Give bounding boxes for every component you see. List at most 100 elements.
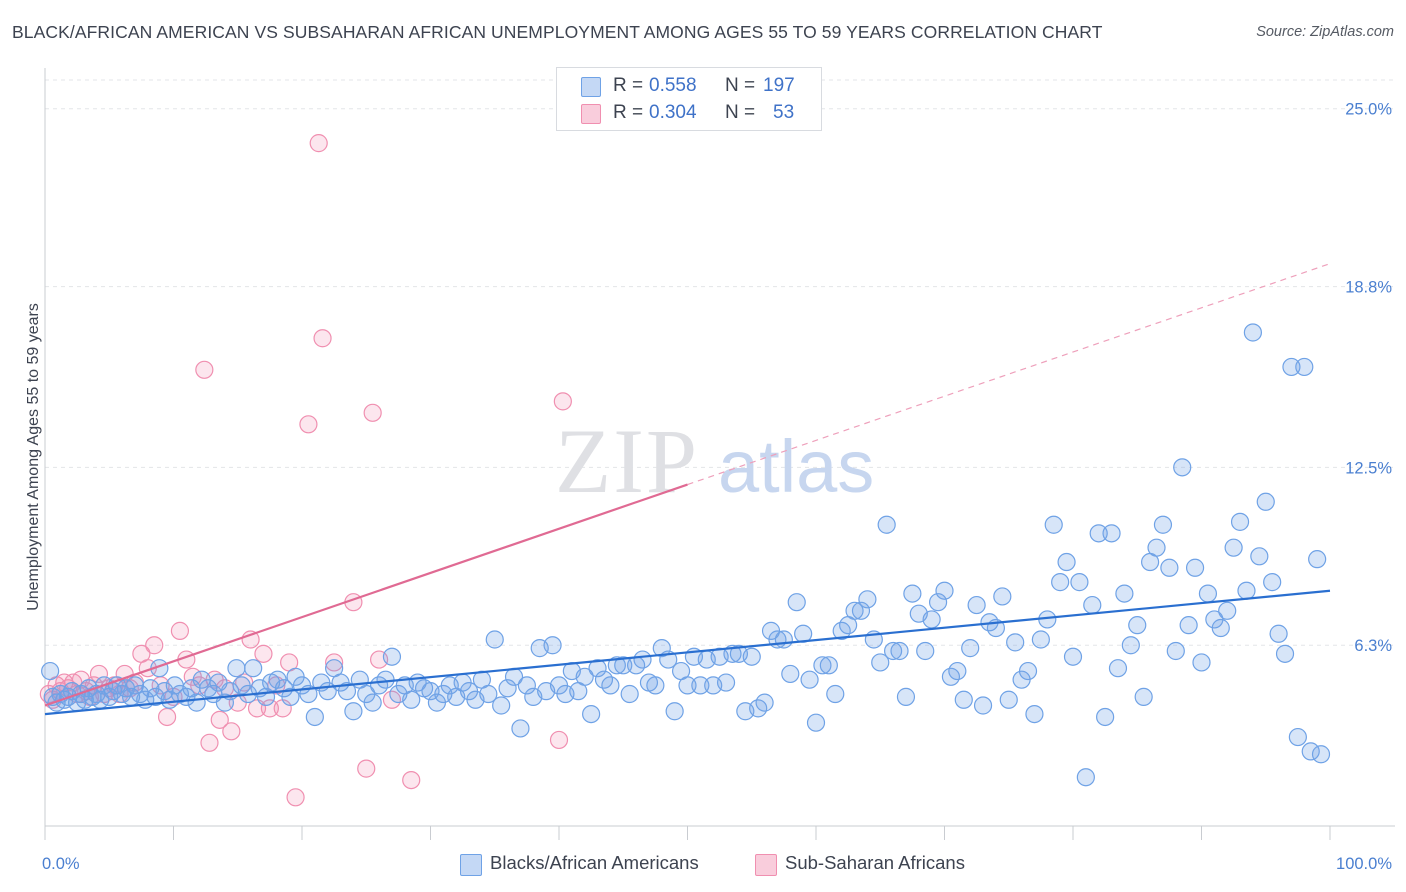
point-subsaharan xyxy=(260,699,279,718)
point-blacks xyxy=(935,581,954,600)
point-blacks xyxy=(492,696,511,715)
point-blacks xyxy=(1089,524,1108,543)
point-blacks xyxy=(774,630,793,649)
point-blacks xyxy=(281,687,300,706)
point-subsaharan xyxy=(402,770,421,790)
point-blacks xyxy=(1311,745,1331,764)
legend-n-value: 53 xyxy=(773,102,795,123)
point-blacks xyxy=(141,679,160,698)
legend-swatch-subsaharan xyxy=(581,104,601,124)
point-blacks xyxy=(1128,616,1147,635)
data-points xyxy=(39,134,1331,807)
y-tick-label: 6.3% xyxy=(1354,637,1392,655)
point-blacks xyxy=(1275,644,1295,663)
point-blacks xyxy=(1173,458,1192,477)
point-subsaharan xyxy=(299,415,318,434)
point-blacks xyxy=(858,590,877,609)
point-subsaharan xyxy=(254,644,273,663)
point-blacks xyxy=(1160,558,1179,577)
y-tick-label: 25.0% xyxy=(1345,101,1392,119)
point-blacks xyxy=(851,601,871,620)
point-blacks xyxy=(1108,659,1128,678)
point-blacks xyxy=(607,656,626,675)
point-blacks xyxy=(582,704,601,724)
legend-r-value: 0.558 xyxy=(649,75,697,96)
point-blacks xyxy=(614,656,633,675)
point-blacks xyxy=(999,690,1018,709)
point-blacks xyxy=(973,696,993,715)
point-blacks xyxy=(819,656,838,675)
point-subsaharan xyxy=(286,788,305,807)
y-tick-label: 12.5% xyxy=(1345,459,1392,477)
point-blacks xyxy=(130,684,150,704)
point-blacks xyxy=(967,595,986,615)
point-blacks xyxy=(948,661,967,681)
point-blacks xyxy=(305,707,324,727)
point-blacks xyxy=(125,676,145,695)
point-blacks xyxy=(916,641,935,661)
point-blacks xyxy=(954,690,973,709)
point-blacks xyxy=(199,679,218,698)
point-subsaharan xyxy=(325,653,344,672)
point-blacks xyxy=(928,593,948,612)
point-blacks xyxy=(1185,558,1205,577)
point-blacks xyxy=(691,676,710,695)
point-blacks xyxy=(883,641,903,661)
point-subsaharan xyxy=(200,733,219,752)
point-blacks xyxy=(41,661,60,681)
point-blacks xyxy=(1096,707,1115,727)
point-blacks xyxy=(1063,647,1083,666)
point-blacks xyxy=(787,593,806,612)
point-subsaharan xyxy=(170,621,190,640)
point-subsaharan xyxy=(145,636,164,655)
bottom-legend-label-subsaharan: Sub-Saharan Africans xyxy=(785,852,965,873)
point-blacks xyxy=(1006,633,1025,652)
legend-r-label: R = xyxy=(613,102,644,123)
legend-n-label: N = xyxy=(725,75,756,96)
point-blacks xyxy=(1263,573,1282,592)
point-blacks xyxy=(575,667,594,686)
point-blacks xyxy=(633,650,652,669)
point-blacks xyxy=(485,630,504,649)
point-blacks xyxy=(1031,630,1050,649)
point-blacks xyxy=(601,676,620,695)
point-blacks xyxy=(1218,601,1237,620)
point-subsaharan xyxy=(157,707,177,727)
point-blacks xyxy=(382,647,402,666)
point-blacks xyxy=(1301,742,1320,761)
bottom-legend-label-blacks: Blacks/African Americans xyxy=(490,852,699,873)
point-blacks xyxy=(1256,492,1275,511)
point-blacks xyxy=(890,641,909,661)
point-blacks xyxy=(1295,357,1314,377)
point-blacks xyxy=(1153,515,1173,534)
point-subsaharan xyxy=(89,664,109,684)
watermark: ZIP xyxy=(555,410,699,512)
bottom-legend-swatch-blacks xyxy=(460,854,482,876)
point-blacks xyxy=(187,693,206,712)
point-blacks xyxy=(742,647,761,666)
axis-labels: 6.3% 12.5% 18.8% 25.0% 0.0% 100.0% Unemploymen… xyxy=(25,101,1392,873)
point-blacks xyxy=(1230,512,1250,531)
point-blacks xyxy=(227,659,246,678)
point-blacks xyxy=(620,684,639,704)
point-blacks xyxy=(1018,661,1038,681)
point-blacks xyxy=(877,515,896,534)
point-blacks xyxy=(871,653,890,672)
point-blacks xyxy=(155,682,174,701)
legend-n-value: 197 xyxy=(763,75,795,96)
point-blacks xyxy=(922,610,941,629)
bottom-legend-swatch-subsaharan xyxy=(755,854,777,876)
point-blacks xyxy=(1250,547,1269,566)
point-blacks xyxy=(1083,595,1102,615)
x-tick-label: 100.0% xyxy=(1336,855,1392,873)
point-subsaharan xyxy=(549,730,569,750)
point-blacks xyxy=(1102,524,1121,543)
point-blacks xyxy=(903,584,922,603)
legend-swatch-blacks xyxy=(581,77,601,97)
point-blacks xyxy=(511,719,530,738)
point-blacks xyxy=(845,601,864,620)
point-blacks xyxy=(1076,768,1095,787)
point-blacks xyxy=(517,676,536,695)
legend-r-label: R = xyxy=(613,75,644,96)
